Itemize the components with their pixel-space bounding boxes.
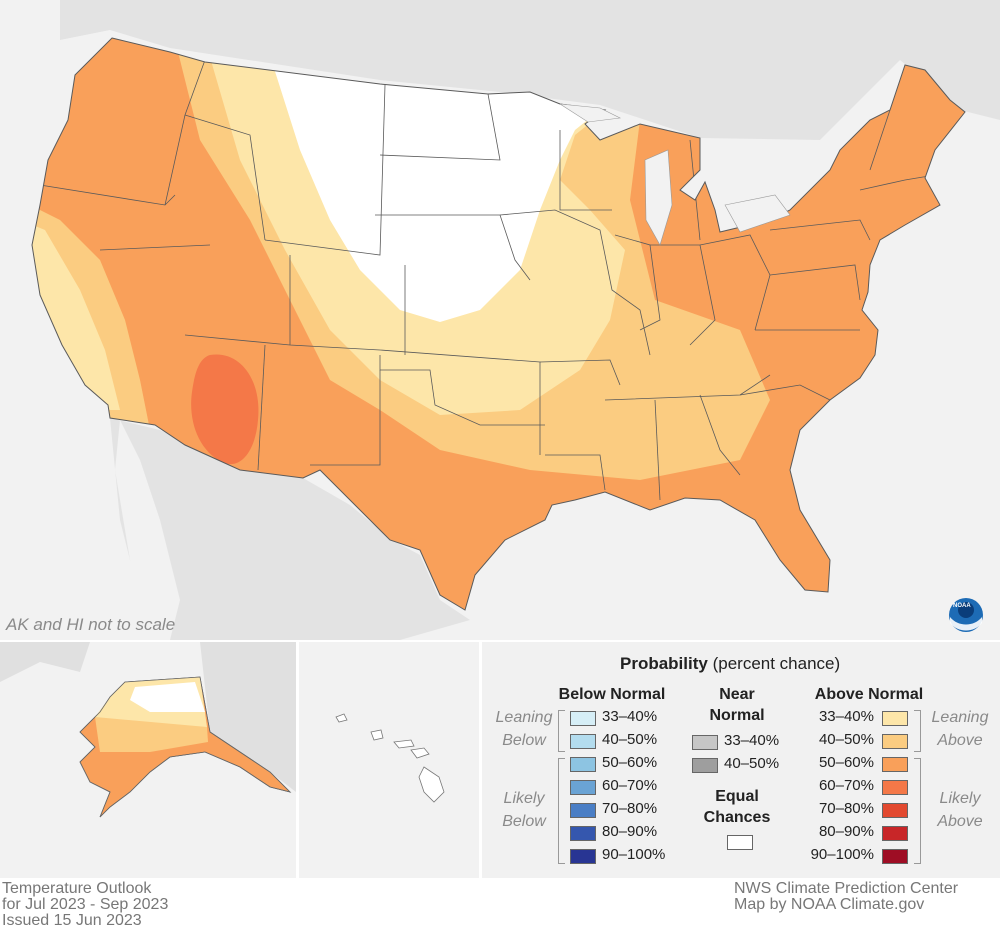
near-normal-swatch [692,758,718,773]
above-normal-label: 70–80% [818,800,874,817]
above-normal-label: 80–90% [818,823,874,840]
not-to-scale-note: AK and HI not to scale [6,615,176,634]
alaska-inset [0,642,296,878]
leaning-above-label: Leaning Above [931,709,989,749]
credit-source: NWS Climate Prediction Center [734,880,959,897]
below-normal-swatch [570,826,596,841]
likely-above-bracket [914,758,921,864]
outlook-period: for Jul 2023 - Sep 2023 [2,896,169,913]
below-normal-swatch [570,780,596,795]
credit-map: Map by NOAA Climate.gov [734,896,925,913]
leaning-below-label: Leaning Below [495,709,553,749]
below-normal-label: 60–70% [602,777,658,794]
below-normal-label: 33–40% [602,708,658,725]
near-normal-label: 33–40% [724,732,780,749]
alaska-map [0,642,296,878]
above-normal-swatch [882,849,908,864]
leaning-above-bracket [914,710,921,752]
above-normal-swatch [882,757,908,772]
likely-below-bracket [558,758,565,864]
legend: Probability (percent chance) Below Norma… [482,642,1000,878]
below-normal-label: 40–50% [602,731,658,748]
divider [0,640,1000,642]
near-normal-heading: Near Normal [709,686,765,724]
above-normal-swatch [882,826,908,841]
outlook-title: Temperature Outlook [2,880,152,897]
above-normal-label: 33–40% [818,708,874,725]
below-normal-swatch [570,849,596,864]
above-normal-swatch [882,780,908,795]
legend-title: Probability (percent chance) [620,654,841,673]
above-normal-swatch [882,711,908,726]
likely-below-label: Likely Below [502,790,546,830]
near-normal-swatch [692,735,718,750]
hawaii-inset [299,642,479,878]
above-normal-label: 90–100% [810,846,874,863]
outlook-caption: Temperature Outlook for Jul 2023 - Sep 2… [2,881,168,929]
above-normal-label: 60–70% [818,777,874,794]
below-normal-swatch [570,803,596,818]
below-normal-label: 80–90% [602,823,658,840]
near-normal-label: 40–50% [724,755,780,772]
equal-chances-heading: Equal Chances [703,788,771,826]
below-normal-swatch [570,734,596,749]
above-normal-heading: Above Normal [814,686,924,703]
above-normal-swatch [882,734,908,749]
equal-chances-swatch [727,835,753,850]
leaning-below-bracket [558,710,565,752]
credit-caption: NWS Climate Prediction Center Map by NOA… [734,881,958,913]
above-normal-label: 50–60% [818,754,874,771]
likely-above-label: Likely Above [937,790,983,830]
below-normal-swatch [570,757,596,772]
noaa-logo: NOAA [948,597,984,633]
below-normal-label: 50–60% [602,754,658,771]
below-normal-label: 70–80% [602,800,658,817]
outlook-issued: Issued 15 Jun 2023 [2,912,142,929]
below-normal-heading: Below Normal [558,686,666,703]
below-normal-swatch [570,711,596,726]
noaa-logo-text: NOAA [953,603,971,609]
above-normal-label: 40–50% [818,731,874,748]
noaa-logo-icon [949,598,983,632]
above-normal-swatch [882,803,908,818]
below-normal-label: 90–100% [602,846,666,863]
conus-temperature-map [0,0,1000,640]
hawaii-map [299,642,479,878]
